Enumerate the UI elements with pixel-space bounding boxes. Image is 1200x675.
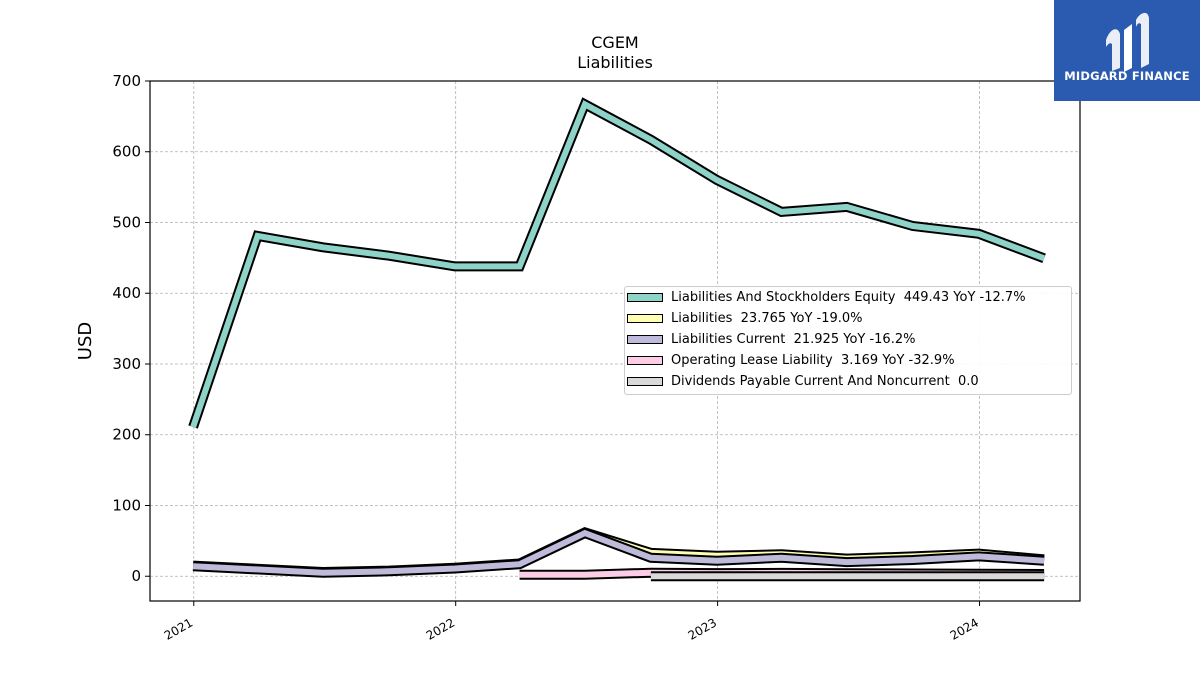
y-axis: 0 100 200 300 400 500 600 700	[112, 72, 150, 585]
series-layer	[188, 97, 1046, 582]
legend-swatch	[627, 314, 663, 323]
series-line	[192, 527, 1045, 578]
y-tick-label: 0	[131, 567, 141, 585]
legend-label: Operating Lease Liability 3.169 YoY -32.…	[671, 353, 955, 368]
legend-item: Liabilities Current 21.925 YoY -16.2%	[625, 330, 1071, 350]
brand-logo: MIDGARD FINANCE	[1054, 0, 1200, 101]
x-tick-label: 2023	[686, 615, 719, 642]
legend-label: Liabilities And Stockholders Equity 449.…	[671, 290, 1026, 305]
x-tick-label: 2022	[424, 615, 457, 642]
series-line	[188, 97, 1046, 429]
plot-frame	[149, 80, 1081, 602]
y-tick-label: 200	[112, 426, 141, 444]
logo-text: MIDGARD FINANCE	[1064, 69, 1190, 83]
y-tick-label: 700	[112, 72, 141, 90]
series-line-fill	[190, 100, 1046, 428]
legend-item: Liabilities And Stockholders Equity 449.…	[625, 288, 1071, 308]
series-line-outline	[192, 527, 1045, 578]
y-tick-label: 600	[112, 143, 141, 161]
legend-label: Liabilities 23.765 YoY -19.0%	[671, 311, 863, 326]
legend-swatch	[627, 293, 663, 302]
series-line	[192, 527, 1045, 578]
legend-label: Dividends Payable Current And Noncurrent…	[671, 374, 979, 389]
y-tick-label: 400	[112, 284, 141, 302]
legend-swatch	[627, 335, 663, 344]
legend: Liabilities And Stockholders Equity 449.…	[624, 286, 1072, 395]
chart-title: CGEM	[591, 33, 639, 52]
x-axis: 2021 2022 2023 2024	[162, 601, 981, 643]
x-tick-label: 2021	[162, 615, 195, 642]
y-tick-label: 100	[112, 496, 141, 514]
legend-item: Dividends Payable Current And Noncurrent…	[625, 372, 1071, 392]
legend-item: Operating Lease Liability 3.169 YoY -32.…	[625, 351, 1071, 371]
y-tick-label: 300	[112, 355, 141, 373]
legend-item: Liabilities 23.765 YoY -19.0%	[625, 309, 1071, 329]
y-tick-label: 500	[112, 213, 141, 231]
y-axis-label: USD	[75, 322, 96, 360]
series-line-fill	[192, 529, 1045, 576]
legend-swatch	[627, 377, 663, 386]
chart-subtitle: Liabilities	[577, 53, 653, 72]
legend-label: Liabilities Current 21.925 YoY -16.2%	[671, 332, 916, 347]
legend-swatch	[627, 356, 663, 365]
x-tick-label: 2024	[948, 615, 981, 642]
logo-mark-icon	[1106, 12, 1149, 72]
